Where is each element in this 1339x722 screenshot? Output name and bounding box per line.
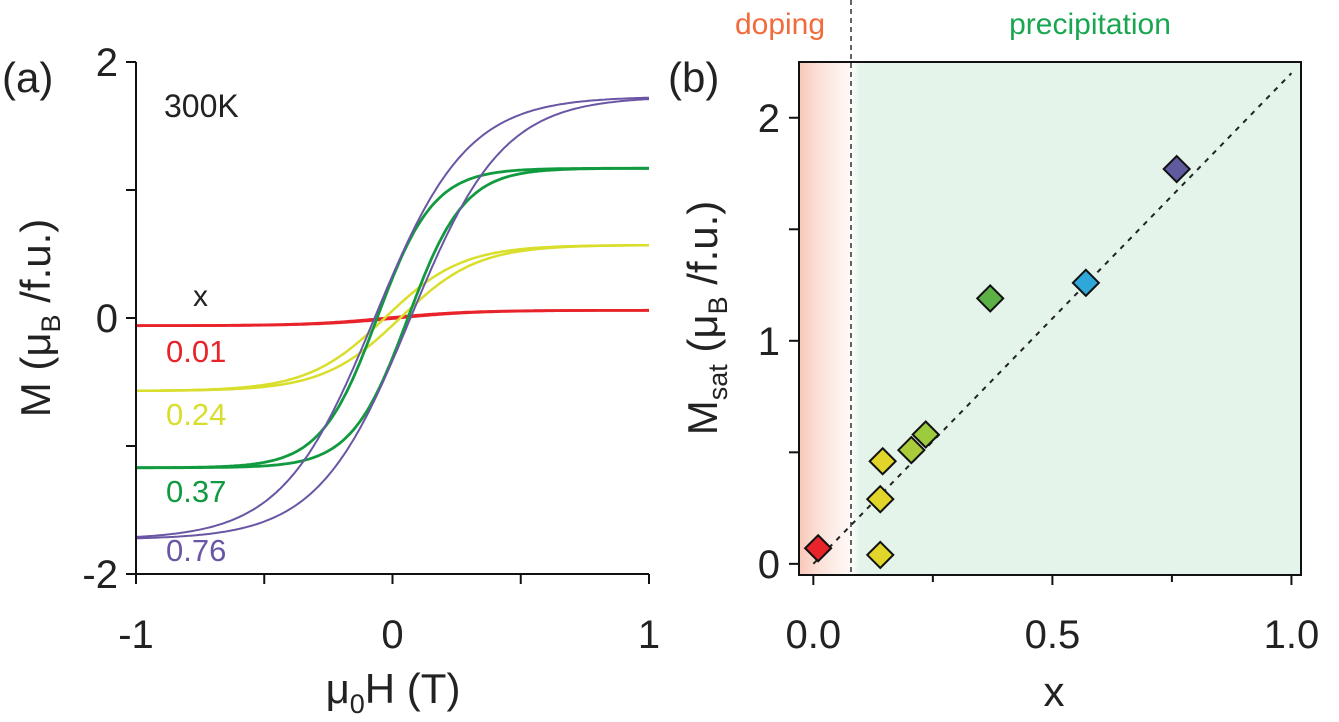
panel-a: (a) 300K x 0.01 0.24 0.37 0.76 -1 0 1 -2 0 2 μ0H…	[2, 41, 660, 719]
doping-region	[799, 62, 851, 575]
data-point	[1162, 154, 1192, 184]
y-tick-label: 1	[758, 320, 780, 364]
temperature-annotation: 300K	[164, 88, 239, 124]
panel-b-frame	[798, 61, 1302, 576]
precipitation-region-label: precipitation	[1009, 8, 1171, 41]
x-tick-label: 1.0	[1264, 613, 1320, 657]
y-tick-label: -2	[82, 553, 118, 597]
y-tick-label: 2	[96, 41, 118, 85]
curve-x-0.37-descending	[136, 166, 649, 470]
series-label: 0.24	[166, 397, 226, 432]
y-axis-label: Msat (μB /f.u.)	[679, 201, 733, 436]
panel-a-label: (a)	[2, 54, 53, 101]
x-tick-label: -1	[118, 613, 154, 657]
series-labels: 0.01 0.24 0.37 0.76	[166, 334, 226, 568]
legend-header: x	[193, 280, 208, 313]
data-point	[803, 533, 833, 563]
x-axis-label: x	[1044, 668, 1065, 715]
curve-x-0.76-ascending	[135, 98, 650, 540]
series-label: 0.01	[166, 334, 226, 369]
hysteresis-curves	[135, 96, 650, 540]
y-tick-label: 2	[758, 97, 780, 141]
curve-x-0.01-descending	[136, 308, 649, 327]
data-point	[911, 420, 941, 449]
curve-x-0.76-descending	[135, 96, 650, 538]
panel-a-ticks: -1 0 1 -2 0 2	[82, 41, 660, 657]
data-point	[896, 435, 926, 465]
data-point	[865, 540, 895, 570]
panel-b-ticks: 0.0 0.5 1.0 0 1 2	[758, 97, 1319, 657]
y-tick-label: 0	[96, 297, 118, 341]
y-axis-label: M (μB /f.u.)	[12, 219, 66, 418]
data-point	[1071, 268, 1101, 298]
x-axis-label: μ0H (T)	[326, 665, 461, 719]
data-point	[975, 284, 1005, 313]
data-point	[865, 484, 895, 514]
curve-x-0.24-descending	[136, 243, 649, 392]
x-tick-label: 0.0	[786, 613, 842, 657]
x-tick-label: 1	[638, 613, 660, 657]
series-label: 0.76	[166, 533, 226, 568]
x-tick-label: 0.5	[1025, 613, 1081, 657]
precipitation-region	[851, 62, 1301, 575]
panel-b-label: (b)	[668, 54, 719, 101]
linear-fit-line	[812, 72, 1293, 565]
data-points	[803, 154, 1192, 570]
x-tick-label: 0	[381, 613, 403, 657]
series-label: 0.37	[166, 474, 226, 509]
y-tick-label: 0	[758, 543, 780, 587]
doping-region-label: doping	[735, 8, 825, 41]
data-point	[868, 446, 898, 476]
